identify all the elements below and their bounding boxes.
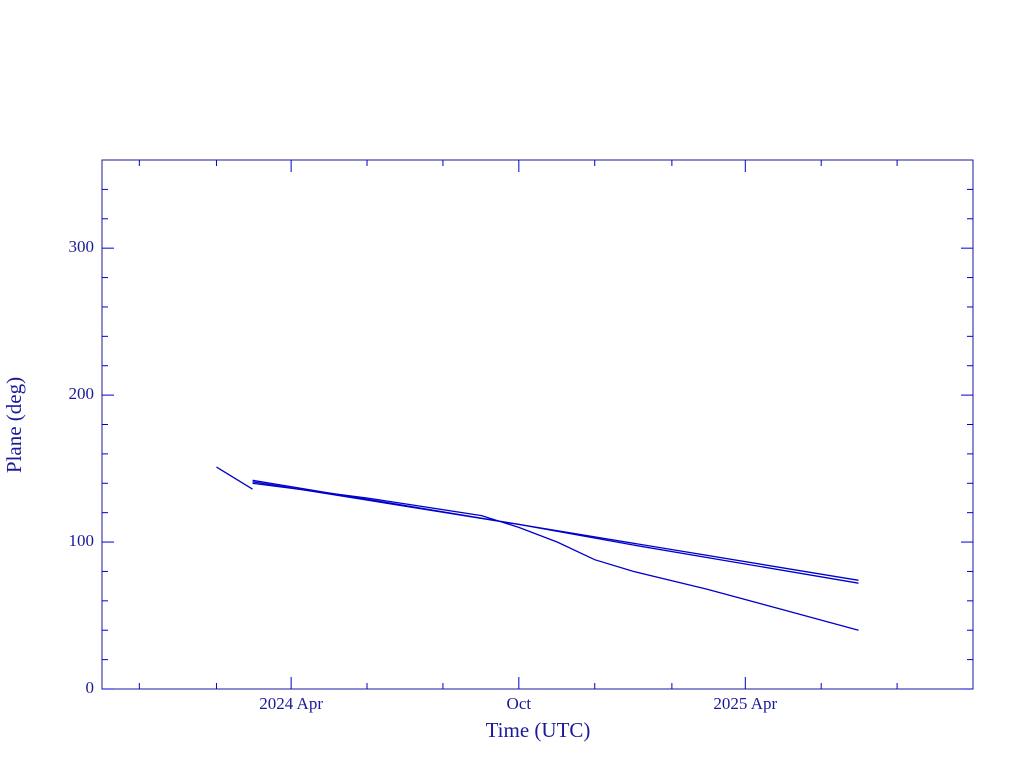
x-tick-label: 2025 Apr [713, 694, 777, 713]
y-tick-label: 100 [69, 531, 95, 550]
y-tick-label: 0 [86, 678, 95, 697]
x-axis-label: Time (UTC) [486, 718, 591, 742]
x-tick-label: Oct [507, 694, 532, 713]
data-line [216, 466, 253, 490]
y-tick-label: 300 [69, 237, 95, 256]
plot-frame [101, 159, 974, 690]
y-axis-label: Plane (deg) [2, 377, 26, 473]
data-line [252, 481, 859, 584]
x-tick-label: 2024 Apr [259, 694, 323, 713]
data-line [252, 482, 859, 631]
y-tick-label: 200 [69, 384, 95, 403]
